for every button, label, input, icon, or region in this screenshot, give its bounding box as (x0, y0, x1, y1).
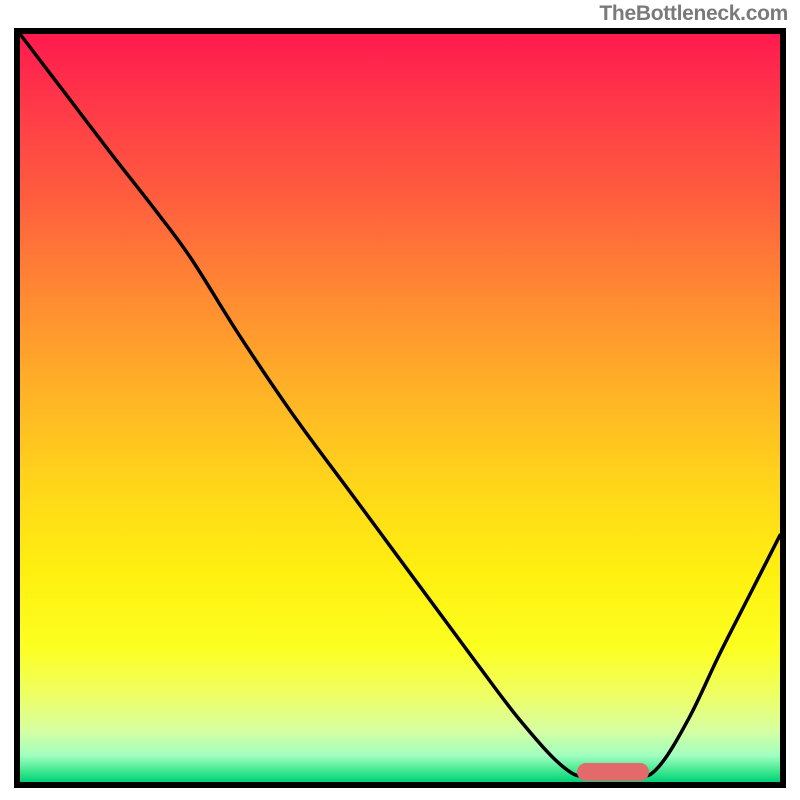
optimal-zone-marker (577, 763, 649, 781)
frame-border-top (14, 28, 786, 34)
figure-canvas: TheBottleneck.com (0, 0, 800, 800)
frame-border-right (780, 28, 786, 788)
attribution-text: TheBottleneck.com (599, 2, 788, 26)
frame-border-left (14, 28, 20, 788)
plot-area (14, 28, 786, 788)
frame-border-bottom (14, 782, 786, 788)
bottleneck-curve (14, 28, 786, 788)
